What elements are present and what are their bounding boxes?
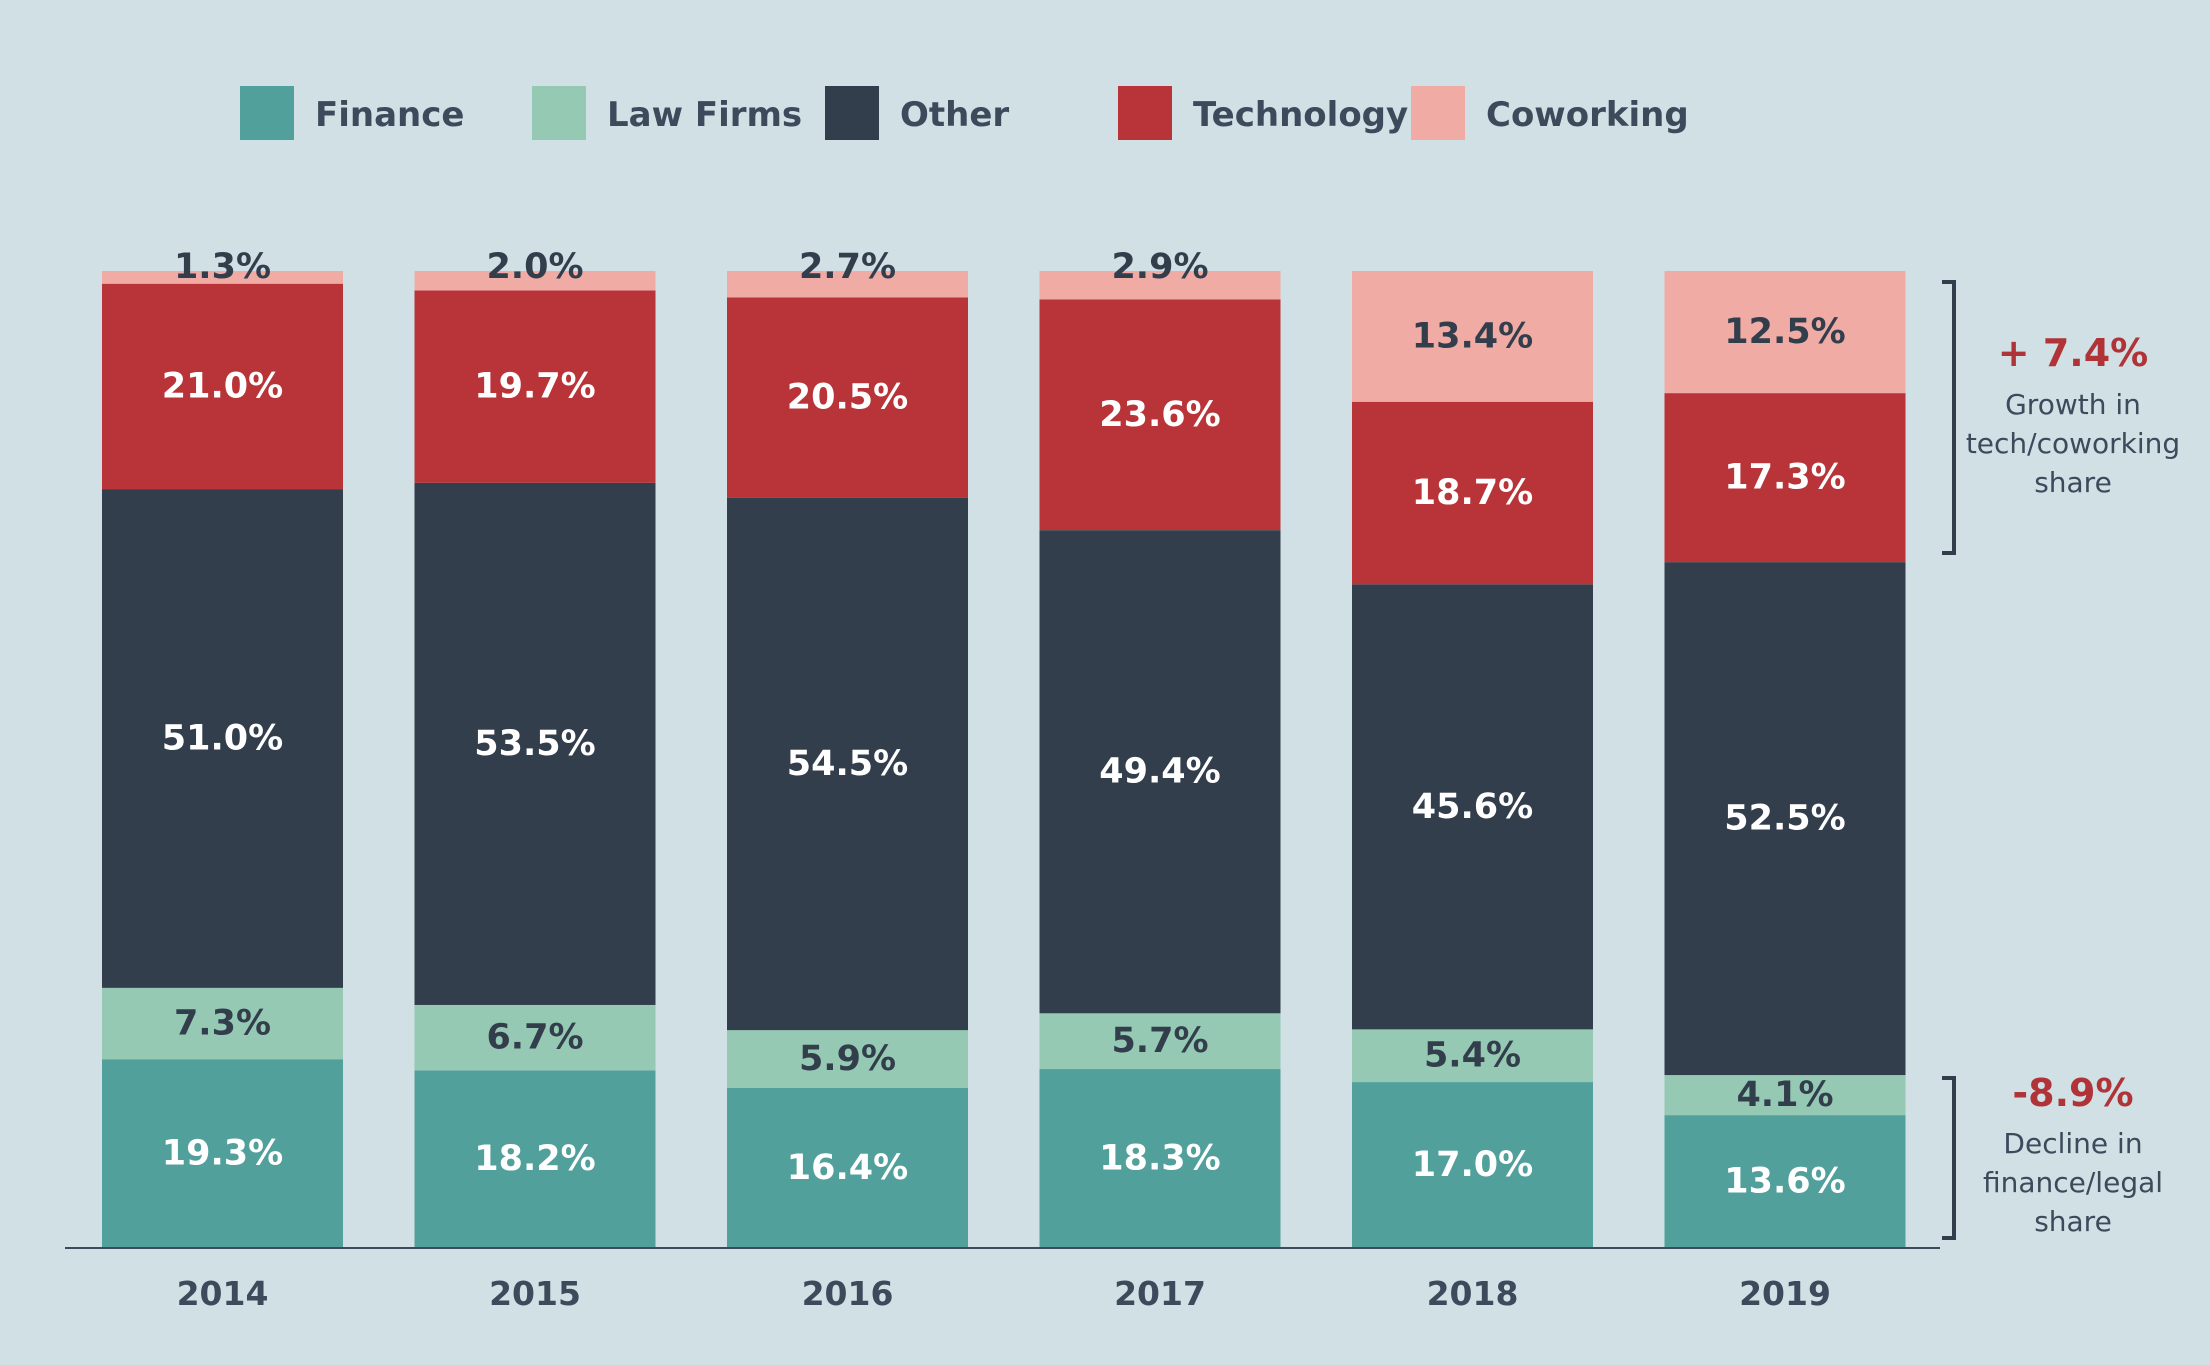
bar-2016-other (727, 497, 968, 1031)
bar-2016-coworking (727, 271, 968, 298)
bar-2014-finance (102, 1059, 343, 1248)
bar-2017-coworking (1039, 271, 1281, 300)
data-label-2015-other: 53.5% (474, 724, 595, 764)
annotations: + 7.4% Growth in tech/coworking share -8.9% D… (1942, 280, 2180, 1240)
bar-2017-law-firms (1039, 1013, 1281, 1070)
data-label-2016-other: 54.5% (787, 744, 908, 784)
bar-2016-finance (727, 1087, 968, 1248)
data-label-2017-other: 49.4% (1099, 752, 1220, 792)
legend-swatch-finance (240, 86, 294, 140)
legend-label-other: Other (900, 95, 1009, 135)
bar-2015-law-firms (414, 1004, 656, 1071)
legend-swatch-technology (1118, 86, 1172, 140)
data-label-2015-finance: 18.2% (474, 1139, 595, 1179)
bar-2018-other (1352, 584, 1593, 1030)
x-tick-label-2016: 2016 (802, 1274, 894, 1313)
data-label-2018-other: 45.6% (1412, 787, 1533, 827)
data-label-2014-law-firms: 7.3% (174, 1004, 271, 1044)
data-label-2019-other: 52.5% (1724, 799, 1845, 839)
bars (102, 271, 1906, 1248)
data-label-2019-finance: 13.6% (1724, 1162, 1845, 1202)
bar-2019-finance (1664, 1115, 1906, 1248)
bar-2017-finance (1039, 1069, 1281, 1248)
data-label-2015-law-firms: 6.7% (486, 1018, 583, 1058)
bar-2014-law-firms (102, 987, 343, 1060)
data-label-2017-technology: 23.6% (1099, 395, 1220, 435)
legend-swatch-coworking (1411, 86, 1465, 140)
legend: Finance Law Firms Other Technology Coworking (240, 86, 1689, 140)
bar-2016-technology (727, 297, 968, 498)
bar-2017-other (1039, 530, 1281, 1014)
data-label-2016-law-firms: 5.9% (799, 1039, 896, 1079)
bar-2015-other (414, 482, 656, 1005)
bar-2015-technology (414, 290, 656, 483)
bar-2019-law-firms (1664, 1075, 1906, 1116)
data-label-2016-coworking: 2.7% (799, 247, 896, 287)
bar-2018-law-firms (1352, 1029, 1593, 1083)
bar-2014-coworking (102, 271, 343, 284)
bar-2014-other (102, 489, 343, 988)
legend-label-law-firms: Law Firms (607, 95, 802, 135)
x-tick-label-2018: 2018 (1427, 1274, 1519, 1313)
bar-2019-technology (1664, 393, 1906, 563)
data-label-2016-finance: 16.4% (787, 1148, 908, 1188)
x-tick-label-2015: 2015 (489, 1274, 581, 1313)
data-label-2014-coworking: 1.3% (174, 247, 271, 287)
data-label-2019-technology: 17.3% (1724, 458, 1845, 498)
x-tick-label-2019: 2019 (1739, 1274, 1831, 1313)
bar-2015-finance (414, 1070, 656, 1248)
data-label-2017-law-firms: 5.7% (1111, 1021, 1208, 1061)
legend-label-finance: Finance (315, 95, 464, 135)
value-labels: 19.3% 7.3% 51.0% 21.0% 1.3% 18.2% 6.7% 53.5% 19.… (162, 247, 1846, 1202)
data-label-2018-coworking: 13.4% (1412, 316, 1533, 356)
data-label-2014-finance: 19.3% (162, 1134, 283, 1174)
bar-2018-finance (1352, 1082, 1593, 1248)
bar-2018-coworking (1352, 271, 1593, 402)
bar-2019-other (1664, 562, 1906, 1076)
data-label-2018-finance: 17.0% (1412, 1145, 1533, 1185)
legend-swatch-other (825, 86, 879, 140)
bar-2017-technology (1039, 299, 1281, 531)
data-label-2017-coworking: 2.9% (1111, 247, 1208, 287)
data-label-2016-technology: 20.5% (787, 378, 908, 418)
legend-label-technology: Technology (1193, 95, 1408, 135)
annotation-decline-value: -8.9% (2012, 1071, 2133, 1115)
annotation-decline-text-2: finance/legal (1983, 1166, 2163, 1199)
bar-2016-law-firms (727, 1030, 968, 1088)
annotation-growth-text-3: share (2034, 466, 2112, 499)
data-label-2015-technology: 19.7% (474, 367, 595, 407)
x-tick-label-2014: 2014 (177, 1274, 269, 1313)
data-label-2019-coworking: 12.5% (1724, 312, 1845, 352)
annotation-growth-value: + 7.4% (1998, 331, 2148, 375)
data-label-2017-finance: 18.3% (1099, 1139, 1220, 1179)
bar-2018-technology (1352, 401, 1593, 585)
data-label-2014-other: 51.0% (162, 718, 283, 758)
bracket-growth (1942, 280, 1956, 555)
annotation-decline-text-3: share (2034, 1205, 2112, 1238)
data-label-2015-coworking: 2.0% (486, 247, 583, 287)
bar-2014-technology (102, 283, 343, 490)
data-label-2019-law-firms: 4.1% (1736, 1075, 1833, 1115)
x-tick-label-2017: 2017 (1114, 1274, 1206, 1313)
bracket-decline (1942, 1076, 1956, 1240)
legend-swatch-law-firms (532, 86, 586, 140)
data-label-2018-law-firms: 5.4% (1424, 1036, 1521, 1076)
data-label-2014-technology: 21.0% (162, 366, 283, 406)
x-axis-tick-labels: 2014 2015 2016 2017 2018 2019 (177, 1274, 1831, 1313)
bar-2019-coworking (1664, 271, 1906, 394)
annotation-growth-text-2: tech/coworking (1966, 427, 2180, 460)
annotation-decline-text-1: Decline in (2003, 1127, 2142, 1160)
annotation-growth-text-1: Growth in (2005, 388, 2141, 421)
bar-2015-coworking (414, 271, 656, 291)
data-label-2018-technology: 18.7% (1412, 473, 1533, 513)
legend-label-coworking: Coworking (1486, 95, 1689, 135)
